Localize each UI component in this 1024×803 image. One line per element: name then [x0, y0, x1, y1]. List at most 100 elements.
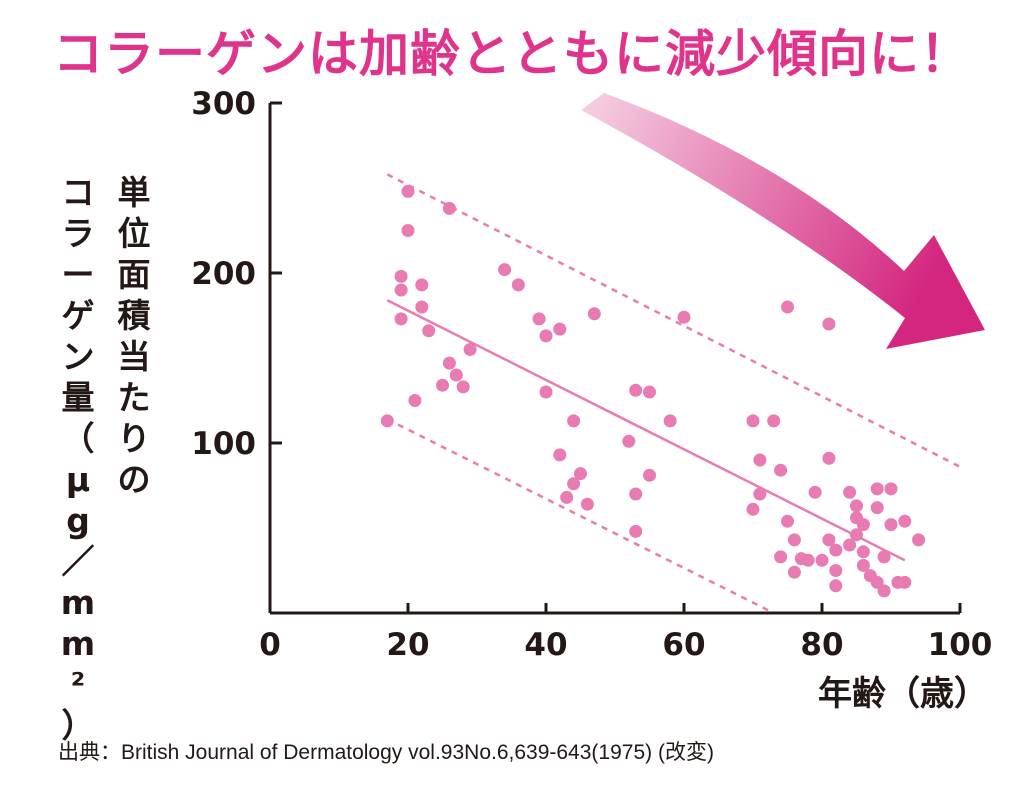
data-point [532, 312, 546, 326]
y-axis-label-char: ラ [61, 214, 95, 253]
data-point [877, 584, 891, 598]
y-axis-label-char: ン [61, 337, 95, 376]
data-point [781, 300, 794, 314]
y-axis-label-char: ） [61, 706, 95, 745]
data-point [580, 497, 594, 511]
trend-line-group [386, 299, 906, 562]
y-axis-label-char: コ [61, 173, 95, 212]
y-axis-label-char: g [66, 501, 90, 540]
y-axis-label-char: 位 [117, 214, 151, 253]
x-tick-label: 100 [928, 627, 993, 663]
y-axis-label-line2: コラーゲン量（μ g ／ m m ²） [54, 172, 102, 746]
x-axis-label: 年齢（歳） [818, 674, 988, 714]
y-axis-label-char: 面 [117, 255, 151, 294]
data-point [912, 533, 926, 547]
data-point [870, 501, 884, 515]
data-point [829, 543, 843, 557]
data-point [442, 356, 456, 370]
data-point [856, 545, 870, 559]
y-axis-label-char: ゲ [61, 296, 95, 335]
data-point [456, 380, 470, 394]
data-point [815, 553, 829, 567]
y-axis-label-char: ² [70, 665, 86, 704]
x-tick-label: 40 [524, 627, 567, 663]
y-axis-label-char: 単 [117, 173, 151, 212]
data-point [801, 553, 815, 567]
data-point [449, 368, 463, 382]
y-axis-label-char: り [117, 419, 151, 458]
data-point [781, 514, 794, 528]
data-point [622, 434, 636, 448]
data-point [408, 394, 422, 407]
y-axis-label-line1: 単位面積当たりの [110, 172, 158, 500]
data-point [767, 414, 781, 428]
data-point [511, 278, 525, 292]
data-point [394, 312, 408, 326]
data-point [898, 514, 912, 528]
y-axis-label-char: の [117, 460, 151, 499]
decline-arrow-icon [581, 93, 985, 349]
data-point [567, 477, 581, 491]
data-point [567, 414, 581, 428]
y-axis-label-char: μ [65, 460, 91, 499]
data-point [553, 322, 567, 336]
data-point [394, 283, 408, 297]
data-point [629, 524, 643, 538]
data-point [787, 533, 801, 547]
data-point [663, 414, 677, 428]
band-line-1 [386, 418, 775, 615]
data-point [629, 487, 643, 501]
data-point [553, 448, 567, 462]
data-point [643, 468, 656, 482]
data-point [746, 414, 760, 428]
y-tick-label: 300 [191, 86, 256, 122]
data-point [774, 463, 788, 477]
source-citation: 出典：British Journal of Dermatology vol.93… [58, 741, 714, 764]
data-point [822, 451, 836, 465]
data-point [877, 550, 891, 564]
data-point [415, 300, 429, 314]
data-point [850, 499, 863, 513]
data-point [498, 263, 512, 277]
data-point [843, 538, 857, 552]
data-point [539, 329, 553, 343]
x-tick-label: 20 [386, 627, 429, 663]
data-point [560, 490, 574, 504]
data-point [677, 310, 691, 324]
data-point [401, 184, 415, 198]
data-point [629, 383, 643, 397]
data-point [787, 565, 801, 579]
data-point [442, 201, 456, 215]
data-point [643, 385, 656, 399]
data-point [380, 414, 394, 428]
y-axis-label-char: m [60, 624, 96, 663]
data-point [843, 485, 857, 499]
data-point [401, 224, 415, 237]
y-axis-label-char: 量 [61, 378, 95, 417]
x-tick-label: 80 [800, 627, 843, 663]
y-axis-label-char: m [60, 583, 96, 622]
data-point [808, 485, 822, 499]
data-point [415, 278, 429, 292]
y-axis-label-char: （ [61, 419, 95, 458]
data-point [587, 307, 601, 321]
chart-headline: コラーゲンは加齢とともに減少傾向に！ [53, 25, 971, 83]
data-point [856, 518, 870, 532]
data-point [774, 550, 788, 564]
y-axis-label-char: ／ [61, 542, 95, 581]
data-point [463, 343, 477, 356]
y-tick-label: 200 [191, 256, 256, 292]
data-point [829, 579, 843, 593]
data-point [753, 453, 767, 467]
x-tick-label: 60 [662, 627, 705, 663]
data-point [829, 564, 843, 577]
data-point [822, 533, 836, 547]
trend-line [386, 299, 906, 562]
x-tick-label: 0 [259, 627, 281, 663]
data-point [822, 317, 836, 331]
chart-axes [268, 101, 962, 615]
x-tick-labels: 0 20 40 60 80 100 [259, 627, 992, 663]
data-points [380, 184, 926, 598]
y-axis-label-char: 積 [117, 296, 151, 335]
